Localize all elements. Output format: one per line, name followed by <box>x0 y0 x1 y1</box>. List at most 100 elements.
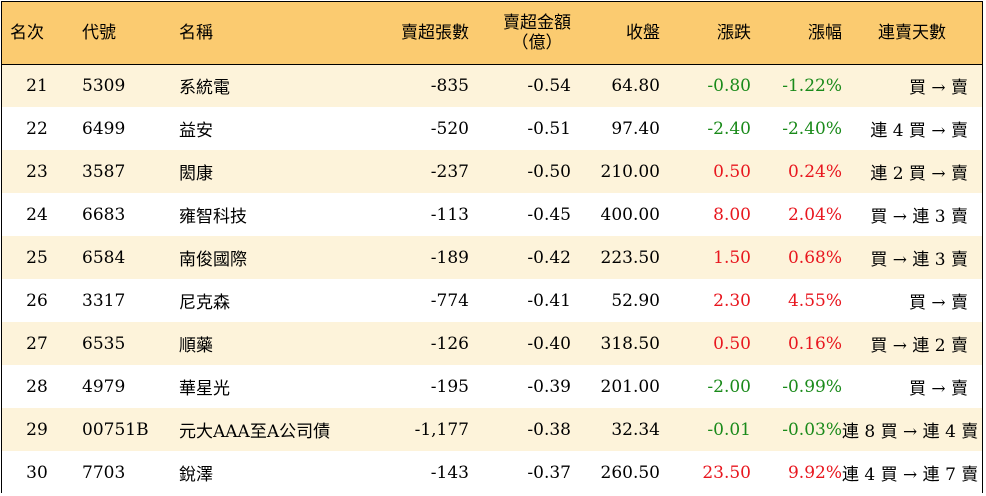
close-price-cell: 32.34 <box>611 419 660 440</box>
change-pct-cell: -2.40% <box>782 118 842 139</box>
net-sell-amount-cell: -0.45 <box>527 204 571 225</box>
change-pct-cell: 0.16% <box>787 333 842 354</box>
close-price-cell: 260.50 <box>600 462 660 483</box>
consecutive-days-cell: 買 → 連 3 賣 <box>870 207 968 227</box>
rank-cell: 22 <box>26 118 48 139</box>
consecutive-days-cell: 連 2 買 → 賣 <box>870 164 968 184</box>
header-net-sell-amount-text: 賣超金額 （億） <box>503 13 571 53</box>
name-cell: 益安 <box>179 121 213 141</box>
change-pct-cell: 0.68% <box>787 247 842 268</box>
name-cell: 銳澤 <box>179 465 213 485</box>
table-row: 21 5309 系統電 -835 -0.54 64.80 -0.80 -1.22% 買 → 賣 <box>2 64 982 107</box>
rank-cell: 25 <box>26 247 48 268</box>
net-sell-lots-cell: -520 <box>430 118 469 139</box>
rank-cell: 23 <box>26 161 48 182</box>
net-sell-lots-cell: -835 <box>430 75 469 96</box>
code-cell: 6584 <box>82 247 126 268</box>
change-cell: 8.00 <box>713 204 751 225</box>
net-sell-amount-cell: -0.54 <box>527 75 571 96</box>
change-cell: -0.80 <box>707 75 751 96</box>
header-consecutive-days: 連賣天數 <box>842 2 982 65</box>
net-sell-amount-cell: -0.50 <box>527 161 571 182</box>
change-cell: 23.50 <box>702 462 751 483</box>
change-pct-cell: -0.99% <box>782 376 842 397</box>
header-net-sell-amount-line2: （億） <box>511 32 563 53</box>
net-sell-lots-cell: -126 <box>430 333 469 354</box>
code-cell: 3317 <box>82 290 126 311</box>
table-row: 29 00751B 元大AAA至A公司債 -1,177 -0.38 32.34 -0.01 -… <box>2 408 982 451</box>
name-cell: 華星光 <box>179 379 230 399</box>
close-price-cell: 97.40 <box>611 118 660 139</box>
consecutive-days-cell: 買 → 賣 <box>908 293 968 313</box>
rank-cell: 29 <box>26 419 48 440</box>
table-row: 24 6683 雍智科技 -113 -0.45 400.00 8.00 2.04% 買 → 連 … <box>2 193 982 236</box>
close-price-cell: 52.90 <box>611 290 660 311</box>
change-pct-cell: -1.22% <box>782 75 842 96</box>
change-pct-cell: 9.92% <box>787 462 842 483</box>
change-pct-cell: 4.55% <box>787 290 842 311</box>
net-sell-lots-cell: -774 <box>430 290 469 311</box>
name-cell: 系統電 <box>179 78 230 99</box>
rank-cell: 26 <box>26 290 48 311</box>
change-pct-cell: 2.04% <box>787 204 842 225</box>
code-cell: 4979 <box>82 376 126 397</box>
net-sell-lots-cell: -1,177 <box>414 419 469 440</box>
header-change-pct: 漲幅 <box>751 2 842 65</box>
code-cell: 6535 <box>82 333 126 354</box>
table-row: 28 4979 華星光 -195 -0.39 201.00 -2.00 -0.99% 買 → 賣 <box>2 365 982 408</box>
consecutive-days-cell: 連 4 買 → 連 7 賣 <box>842 465 979 485</box>
header-close: 收盤 <box>571 2 660 65</box>
net-sell-amount-cell: -0.39 <box>527 376 571 397</box>
header-change: 漲跌 <box>660 2 751 65</box>
net-sell-amount-cell: -0.51 <box>527 118 571 139</box>
name-cell: 元大AAA至A公司債 <box>179 422 331 442</box>
close-price-cell: 64.80 <box>611 75 660 96</box>
header-net-sell-lots: 賣超張數 <box>366 2 469 65</box>
change-cell: -2.00 <box>707 376 751 397</box>
consecutive-days-cell: 買 → 賣 <box>908 379 968 399</box>
table-row: 25 6584 南俊國際 -189 -0.42 223.50 1.50 0.68% 買 → 連 … <box>2 236 982 279</box>
header-row: 名次 代號 名稱 賣超張數 賣超金額 （億） 收盤 漲跌 漲幅 連賣天數 <box>2 2 982 65</box>
table-header: 名次 代號 名稱 賣超張數 賣超金額 （億） 收盤 漲跌 漲幅 連賣天數 <box>2 2 982 65</box>
consecutive-days-cell: 買 → 賣 <box>908 78 968 99</box>
net-sell-amount-cell: -0.38 <box>527 419 571 440</box>
net-sell-lots-cell: -113 <box>430 204 469 225</box>
rank-cell: 27 <box>26 333 48 354</box>
code-cell: 00751B <box>82 419 149 440</box>
code-cell: 7703 <box>82 462 126 483</box>
rank-cell: 30 <box>26 462 48 483</box>
name-cell: 雍智科技 <box>179 207 247 227</box>
code-cell: 5309 <box>82 75 126 96</box>
rank-cell: 21 <box>26 75 48 96</box>
header-code: 代號 <box>72 2 165 65</box>
close-price-cell: 201.00 <box>600 376 660 397</box>
net-sell-amount-cell: -0.41 <box>527 290 571 311</box>
change-cell: -0.01 <box>707 419 751 440</box>
rank-cell: 28 <box>26 376 48 397</box>
name-cell: 閎康 <box>179 164 213 184</box>
code-cell: 6499 <box>82 118 126 139</box>
net-sell-lots-cell: -195 <box>430 376 469 397</box>
table-row: 30 7703 銳澤 -143 -0.37 260.50 23.50 9.92% 連 4 買 →… <box>2 451 982 494</box>
header-net-sell-amount-line1: 賣超金額 <box>503 12 571 33</box>
consecutive-days-cell: 連 8 買 → 連 4 賣 <box>842 422 979 442</box>
code-cell: 3587 <box>82 161 126 182</box>
net-sell-amount-cell: -0.42 <box>527 247 571 268</box>
table-row: 26 3317 尼克森 -774 -0.41 52.90 2.30 4.55% 買 → 賣 <box>2 279 982 322</box>
consecutive-days-cell: 買 → 連 3 賣 <box>870 250 968 270</box>
change-cell: 0.50 <box>713 161 751 182</box>
name-cell: 順藥 <box>179 336 213 356</box>
change-pct-cell: -0.03% <box>782 419 842 440</box>
net-sell-lots-cell: -143 <box>430 462 469 483</box>
consecutive-days-cell: 買 → 連 2 賣 <box>870 336 968 356</box>
net-sell-amount-cell: -0.37 <box>527 462 571 483</box>
close-price-cell: 223.50 <box>600 247 660 268</box>
name-cell: 南俊國際 <box>179 250 247 270</box>
change-pct-cell: 0.24% <box>787 161 842 182</box>
header-name: 名稱 <box>165 2 366 65</box>
close-price-cell: 210.00 <box>600 161 660 182</box>
header-rank: 名次 <box>2 2 72 65</box>
